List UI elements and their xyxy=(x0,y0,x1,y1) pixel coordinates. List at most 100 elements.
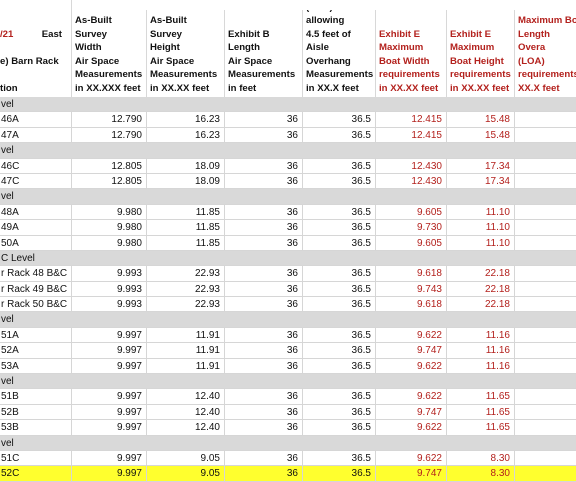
cell-exhibit-e-width[interactable]: 9.743 xyxy=(376,281,447,298)
table-row[interactable]: 51C 9.997 9.05 36 36.5 9.622 8.30 xyxy=(0,450,576,467)
cell-exhibit-b-length[interactable]: 36 xyxy=(225,420,303,436)
cell-height[interactable]: 18.09 xyxy=(147,173,225,190)
cell-loa[interactable]: 36.5 xyxy=(303,343,376,359)
cell-exhibit-b-length[interactable]: 36 xyxy=(225,450,303,467)
cell-width[interactable]: 9.980 xyxy=(72,220,147,236)
cell-exhibit-e-width[interactable]: 9.605 xyxy=(376,204,447,221)
cell-exhibit-e-length[interactable] xyxy=(515,328,576,343)
cell-exhibit-e-length[interactable] xyxy=(515,343,576,358)
table-row[interactable]: 48A 9.980 11.85 36 36.5 9.605 11.10 xyxy=(0,204,576,221)
cell-location[interactable]: 46A xyxy=(0,112,72,128)
cell-exhibit-e-width[interactable]: 9.618 xyxy=(376,266,447,282)
cell-exhibit-e-width[interactable]: 9.747 xyxy=(376,466,447,482)
level-label[interactable]: vel xyxy=(1,437,14,449)
cell-height[interactable]: 11.91 xyxy=(147,327,225,344)
cell-location[interactable]: r Rack 49 B&C xyxy=(0,281,72,298)
cell-exhibit-e-length[interactable] xyxy=(515,466,576,481)
cell-loa[interactable]: 36.5 xyxy=(303,466,376,482)
cell-exhibit-b-length[interactable]: 36 xyxy=(225,358,303,375)
table-row[interactable]: 49A 9.980 11.85 36 36.5 9.730 11.10 xyxy=(0,220,576,236)
cell-width[interactable]: 12.790 xyxy=(72,127,147,144)
cell-loa[interactable]: 36.5 xyxy=(303,235,376,251)
cell-loa[interactable]: 36.5 xyxy=(303,158,376,174)
cell-width[interactable]: 12.805 xyxy=(72,173,147,190)
cell-exhibit-e-height[interactable]: 11.10 xyxy=(447,220,515,236)
cell-exhibit-e-width[interactable]: 9.605 xyxy=(376,235,447,251)
table-row[interactable]: r Rack 48 B&C 9.993 22.93 36 36.5 9.618 22.18 xyxy=(0,266,576,282)
cell-height[interactable]: 22.93 xyxy=(147,266,225,282)
table-row[interactable]: 46C 12.805 18.09 36 36.5 12.430 17.34 xyxy=(0,158,576,174)
cell-exhibit-e-width[interactable]: 9.622 xyxy=(376,327,447,344)
cell-exhibit-e-length[interactable] xyxy=(515,174,576,189)
level-row[interactable]: vel xyxy=(0,143,576,159)
header-width[interactable]: As-Built Survey Width Air Space Measurem… xyxy=(72,10,147,97)
cell-height[interactable]: 9.05 xyxy=(147,450,225,467)
level-label[interactable]: vel xyxy=(1,99,14,110)
cell-exhibit-e-height[interactable]: 11.16 xyxy=(447,327,515,344)
cell-exhibit-e-width[interactable]: 9.622 xyxy=(376,389,447,405)
table-row[interactable]: 52A 9.997 11.91 36 36.5 9.747 11.16 xyxy=(0,343,576,359)
cell-width[interactable]: 12.790 xyxy=(72,112,147,128)
cell-loa[interactable]: 36.5 xyxy=(303,266,376,282)
cell-location[interactable]: 46C xyxy=(0,158,72,174)
cell-exhibit-e-length[interactable] xyxy=(515,128,576,143)
cell-width[interactable]: 9.997 xyxy=(72,343,147,359)
cell-loa[interactable]: 36.5 xyxy=(303,327,376,344)
cell-location[interactable]: 49A xyxy=(0,220,72,236)
cell-height[interactable]: 9.05 xyxy=(147,466,225,482)
cell-exhibit-e-height[interactable]: 11.10 xyxy=(447,235,515,251)
cell-width[interactable]: 9.997 xyxy=(72,358,147,375)
cell-height[interactable]: 12.40 xyxy=(147,389,225,405)
level-label[interactable]: vel xyxy=(1,145,14,157)
cell-exhibit-e-length[interactable] xyxy=(515,420,576,435)
cell-width[interactable]: 9.993 xyxy=(72,266,147,282)
cell-loa[interactable]: 36.5 xyxy=(303,404,376,421)
cell-height[interactable]: 11.85 xyxy=(147,235,225,251)
header-location[interactable]: /21 East e) Barn Rack tion xyxy=(0,0,72,97)
cell-width[interactable]: 9.997 xyxy=(72,466,147,482)
table-row[interactable]: 52C 9.997 9.05 36 36.5 9.747 8.30 xyxy=(0,466,576,482)
cell-loa[interactable]: 36.5 xyxy=(303,112,376,128)
table-row[interactable]: 46A 12.790 16.23 36 36.5 12.415 15.48 xyxy=(0,112,576,128)
cell-width[interactable]: 12.805 xyxy=(72,158,147,174)
level-row[interactable]: vel xyxy=(0,312,576,328)
cell-exhibit-b-length[interactable]: 36 xyxy=(225,127,303,144)
cell-location[interactable]: 52B xyxy=(0,404,72,421)
cell-height[interactable]: 11.85 xyxy=(147,220,225,236)
cell-exhibit-b-length[interactable]: 36 xyxy=(225,158,303,174)
cell-location[interactable]: 50A xyxy=(0,235,72,251)
cell-location[interactable]: 51C xyxy=(0,450,72,467)
cell-loa[interactable]: 36.5 xyxy=(303,389,376,405)
cell-height[interactable]: 11.91 xyxy=(147,358,225,375)
cell-loa[interactable]: 36.5 xyxy=(303,220,376,236)
cell-exhibit-e-height[interactable]: 15.48 xyxy=(447,127,515,144)
cell-exhibit-e-height[interactable]: 22.18 xyxy=(447,281,515,298)
cell-width[interactable]: 9.997 xyxy=(72,327,147,344)
level-label[interactable]: C Level xyxy=(1,252,35,264)
cell-loa[interactable]: 36.5 xyxy=(303,281,376,298)
cell-exhibit-e-height[interactable]: 17.34 xyxy=(447,173,515,190)
header-loa[interactable]: Length Overall (LOA) allowing 4.5 feet o… xyxy=(303,10,376,97)
cell-loa[interactable]: 36.5 xyxy=(303,297,376,313)
cell-width[interactable]: 9.980 xyxy=(72,204,147,221)
cell-exhibit-b-length[interactable]: 36 xyxy=(225,404,303,421)
cell-loa[interactable]: 36.5 xyxy=(303,450,376,467)
cell-loa[interactable]: 36.5 xyxy=(303,358,376,375)
header-exhibit-e-height[interactable]: Exhibit E Maximum Boat Height requiremen… xyxy=(447,10,515,97)
cell-exhibit-e-height[interactable]: 11.16 xyxy=(447,343,515,359)
cell-exhibit-b-length[interactable]: 36 xyxy=(225,389,303,405)
cell-location[interactable]: 51A xyxy=(0,327,72,344)
cell-exhibit-b-length[interactable]: 36 xyxy=(225,281,303,298)
level-row[interactable]: vel xyxy=(0,97,576,113)
level-row[interactable]: vel xyxy=(0,435,576,451)
level-row[interactable]: vel xyxy=(0,374,576,390)
cell-location[interactable]: 52C xyxy=(0,466,72,482)
level-label[interactable]: vel xyxy=(1,376,14,388)
cell-location[interactable]: 48A xyxy=(0,204,72,221)
cell-location[interactable]: 53A xyxy=(0,358,72,375)
cell-height[interactable]: 12.40 xyxy=(147,420,225,436)
cell-exhibit-e-length[interactable] xyxy=(515,297,576,312)
cell-exhibit-e-length[interactable] xyxy=(515,451,576,466)
level-label[interactable]: vel xyxy=(1,314,14,326)
cell-exhibit-b-length[interactable]: 36 xyxy=(225,220,303,236)
